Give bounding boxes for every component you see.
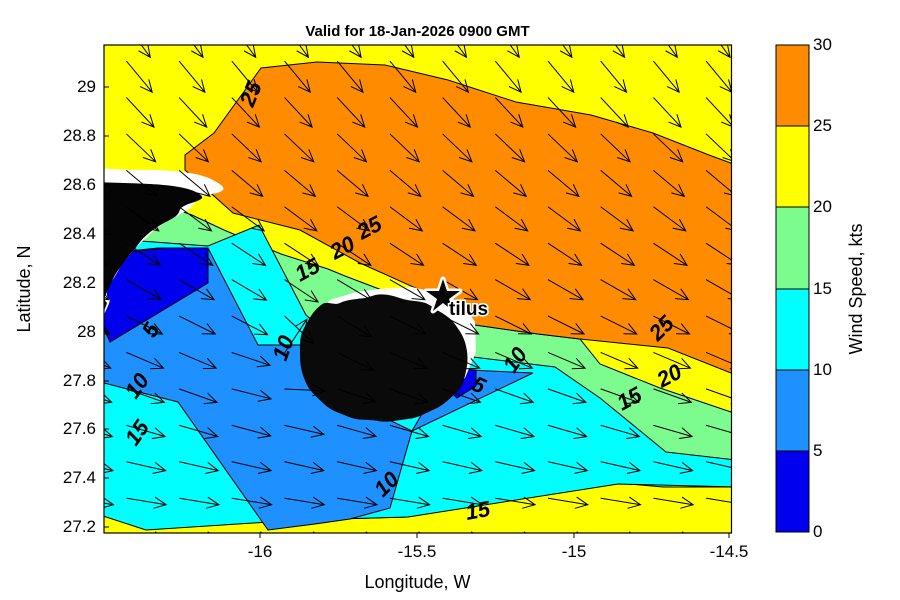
svg-text:0: 0 <box>813 522 822 541</box>
svg-text:tilus: tilus <box>449 299 488 320</box>
svg-text:30: 30 <box>813 35 832 54</box>
svg-text:25: 25 <box>813 116 832 135</box>
svg-text:27.6: 27.6 <box>63 419 96 438</box>
svg-text:-14.5: -14.5 <box>710 542 749 561</box>
svg-text:-15.5: -15.5 <box>398 542 437 561</box>
svg-text:20: 20 <box>813 197 832 216</box>
svg-text:28.6: 28.6 <box>63 175 96 194</box>
svg-text:15: 15 <box>464 496 493 525</box>
svg-text:27.4: 27.4 <box>63 468 96 487</box>
svg-text:28.2: 28.2 <box>63 273 96 292</box>
svg-text:27.2: 27.2 <box>63 517 96 536</box>
svg-text:Longitude, W: Longitude, W <box>364 572 470 592</box>
svg-text:28.4: 28.4 <box>63 224 96 243</box>
svg-text:27.8: 27.8 <box>63 371 96 390</box>
svg-text:Latitude, N: Latitude, N <box>14 245 34 332</box>
svg-text:-16: -16 <box>248 542 273 561</box>
svg-text:29: 29 <box>77 77 96 96</box>
svg-text:28: 28 <box>77 322 96 341</box>
svg-text:-15: -15 <box>562 542 587 561</box>
svg-text:Valid for 18-Jan-2026 0900 GMT: Valid for 18-Jan-2026 0900 GMT <box>305 23 529 40</box>
svg-text:28.8: 28.8 <box>63 126 96 145</box>
svg-text:5: 5 <box>813 441 822 460</box>
svg-text:10: 10 <box>813 360 832 379</box>
svg-text:15: 15 <box>813 279 832 298</box>
svg-text:Wind Speed, kts: Wind Speed, kts <box>846 223 866 354</box>
